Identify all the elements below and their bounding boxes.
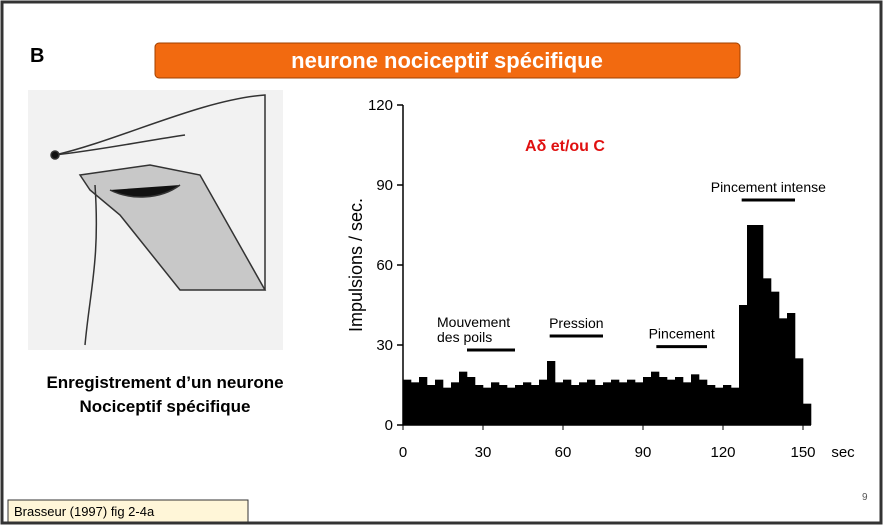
- x-tick-label: 60: [555, 444, 572, 461]
- citation: Brasseur (1997) fig 2-4a: [14, 504, 155, 519]
- caption-line: Nociceptif spécifique: [80, 397, 251, 416]
- neuron-drawing: [28, 90, 283, 350]
- histogram-bar: [403, 380, 411, 425]
- histogram-bar: [707, 385, 715, 425]
- stimulus-label: des poils: [437, 329, 492, 345]
- y-tick-label: 0: [385, 417, 393, 434]
- histogram-bar: [755, 225, 763, 425]
- histogram-bar: [563, 380, 571, 425]
- histogram-bar: [627, 380, 635, 425]
- histogram-bar: [659, 377, 667, 425]
- histogram-bar: [683, 382, 691, 425]
- histogram-bar: [443, 388, 451, 425]
- histogram-bar: [531, 385, 539, 425]
- x-tick-label: 90: [635, 444, 652, 461]
- histogram-bar: [467, 377, 475, 425]
- histogram-bar: [619, 382, 627, 425]
- slide: B neurone nociceptif spécifique Enregist…: [0, 0, 883, 525]
- histogram-bar: [507, 388, 515, 425]
- histogram-bar: [763, 278, 771, 425]
- histogram-bar: [651, 372, 659, 425]
- histogram-bar: [411, 382, 419, 425]
- y-tick-label: 90: [376, 177, 393, 194]
- slide-label: B: [30, 45, 44, 67]
- page: B neurone nociceptif spécifique Enregist…: [0, 0, 883, 530]
- histogram-bar: [419, 377, 427, 425]
- stimulus-label: Pincement: [649, 326, 715, 342]
- histogram-bar: [803, 404, 811, 425]
- histogram-bar: [747, 225, 755, 425]
- histogram-bar: [731, 388, 739, 425]
- stimulus-label: Pincement intense: [711, 179, 826, 195]
- histogram-bar: [499, 385, 507, 425]
- annotation: Aδ et/ou C: [525, 138, 605, 155]
- histogram-bar: [579, 382, 587, 425]
- y-tick-label: 30: [376, 337, 393, 354]
- y-tick-label: 120: [368, 97, 393, 114]
- histogram-bar: [539, 380, 547, 425]
- x-tick-label: 30: [475, 444, 492, 461]
- histogram-bar: [699, 380, 707, 425]
- x-tick-label: 0: [399, 444, 407, 461]
- histogram-bar: [739, 305, 747, 425]
- histogram-bar: [587, 380, 595, 425]
- histogram-bar: [691, 374, 699, 425]
- histogram-bar: [635, 382, 643, 425]
- x-tick-label: 150: [790, 444, 815, 461]
- histogram-bar: [675, 377, 683, 425]
- x-tick-label: 120: [710, 444, 735, 461]
- histogram-bar: [667, 380, 675, 425]
- histogram-bar: [603, 382, 611, 425]
- histogram-bar: [523, 382, 531, 425]
- histogram-bar: [779, 318, 787, 425]
- histogram-bar: [571, 385, 579, 425]
- stimulus-label: Pression: [549, 315, 603, 331]
- histogram-bar: [715, 388, 723, 425]
- histogram-bar: [795, 358, 803, 425]
- histogram-bar: [595, 385, 603, 425]
- y-axis-label: Impulsions / sec.: [346, 198, 366, 332]
- histogram-bar: [555, 382, 563, 425]
- x-axis-label: sec: [831, 444, 855, 461]
- histogram-bar: [427, 385, 435, 425]
- histogram-bar: [515, 385, 523, 425]
- histogram-bar: [643, 377, 651, 425]
- histogram-bar: [435, 380, 443, 425]
- y-tick-label: 60: [376, 257, 393, 274]
- caption-line: Enregistrement d’un neurone: [46, 373, 283, 392]
- histogram-bar: [483, 388, 491, 425]
- histogram-bar: [787, 313, 795, 425]
- histogram-bar: [771, 292, 779, 425]
- histogram-bar: [475, 385, 483, 425]
- histogram-bar: [451, 382, 459, 425]
- stimulus-label: Mouvement: [437, 314, 510, 330]
- histogram-bar: [611, 380, 619, 425]
- histogram-bar: [723, 385, 731, 425]
- histogram-bar: [547, 361, 555, 425]
- slide-title: neurone nociceptif spécifique: [291, 48, 603, 73]
- histogram-bar: [459, 372, 467, 425]
- page-number: 9: [862, 492, 868, 503]
- histogram-bar: [491, 382, 499, 425]
